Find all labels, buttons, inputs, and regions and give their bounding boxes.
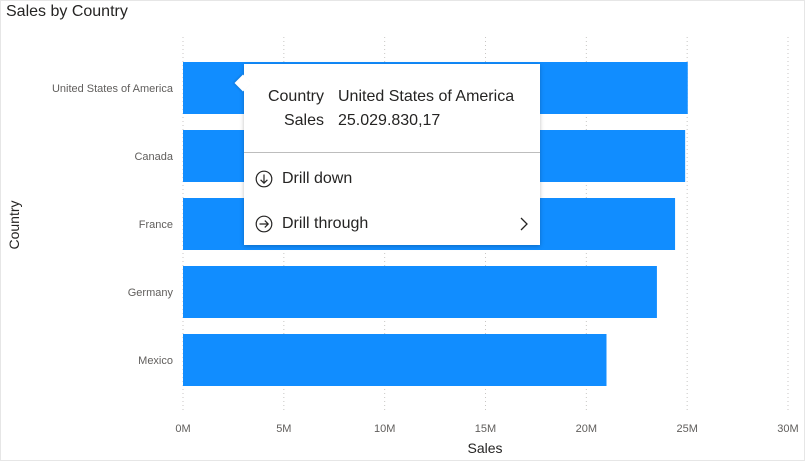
tooltip-value-country: United States of America [338,88,515,105]
arrow-right-circle-icon [255,215,273,233]
chevron-right-icon [518,216,530,232]
x-tick-label: 20M [576,423,597,435]
x-tick-label: 5M [276,423,291,435]
y-tick-label: France [139,219,173,231]
x-tick-label: 25M [676,423,697,435]
tooltip-key-country: Country [267,88,324,105]
x-tick-label: 0M [175,423,190,435]
y-tick-label: Mexico [138,355,173,367]
drill-through-button[interactable]: Drill through [244,205,540,245]
arrow-down-circle-icon [255,170,273,188]
x-tick-label: 30M [777,423,798,435]
bar[interactable] [183,266,657,318]
x-axis-title: Sales [467,440,502,456]
bar[interactable] [183,334,607,386]
drill-down-button[interactable]: Drill down [244,160,540,200]
tooltip-key-sales: Sales [283,112,324,129]
data-tooltip: Country United States of America Sales 2… [234,64,540,245]
tooltip-row-country: Country United States of America [244,88,540,108]
x-tick-label: 10M [374,423,395,435]
y-tick-label: Germany [128,287,174,299]
x-tick-label: 15M [475,423,496,435]
drill-down-label: Drill down [282,170,353,187]
tooltip-divider [244,152,540,153]
drill-through-label: Drill through [282,215,369,232]
y-tick-label: United States of America [52,83,174,95]
chart-title: Sales by Country [6,3,128,20]
y-tick-label: Canada [134,151,173,163]
tooltip-row-sales: Sales 25.029.830,17 [244,112,540,132]
y-axis-title: Country [6,200,22,249]
tooltip-value-sales: 25.029.830,17 [338,112,441,129]
